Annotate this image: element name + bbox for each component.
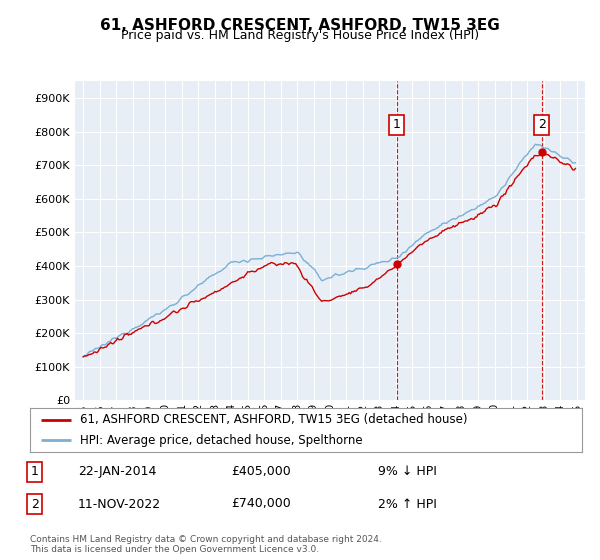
Text: 2: 2 — [31, 497, 39, 511]
Text: 22-JAN-2014: 22-JAN-2014 — [78, 465, 157, 478]
Text: £740,000: £740,000 — [231, 497, 291, 511]
Text: 9% ↓ HPI: 9% ↓ HPI — [378, 465, 437, 478]
Text: 61, ASHFORD CRESCENT, ASHFORD, TW15 3EG (detached house): 61, ASHFORD CRESCENT, ASHFORD, TW15 3EG … — [80, 413, 467, 426]
Text: 1: 1 — [31, 465, 39, 478]
Text: HPI: Average price, detached house, Spelthorne: HPI: Average price, detached house, Spel… — [80, 434, 362, 447]
Text: 2: 2 — [538, 118, 545, 132]
Text: Price paid vs. HM Land Registry's House Price Index (HPI): Price paid vs. HM Land Registry's House … — [121, 29, 479, 42]
Text: 61, ASHFORD CRESCENT, ASHFORD, TW15 3EG: 61, ASHFORD CRESCENT, ASHFORD, TW15 3EG — [100, 18, 500, 33]
Text: Contains HM Land Registry data © Crown copyright and database right 2024.
This d: Contains HM Land Registry data © Crown c… — [30, 535, 382, 554]
Text: 11-NOV-2022: 11-NOV-2022 — [78, 497, 161, 511]
Text: 1: 1 — [393, 118, 401, 132]
Text: £405,000: £405,000 — [231, 465, 291, 478]
Text: 2% ↑ HPI: 2% ↑ HPI — [378, 497, 437, 511]
